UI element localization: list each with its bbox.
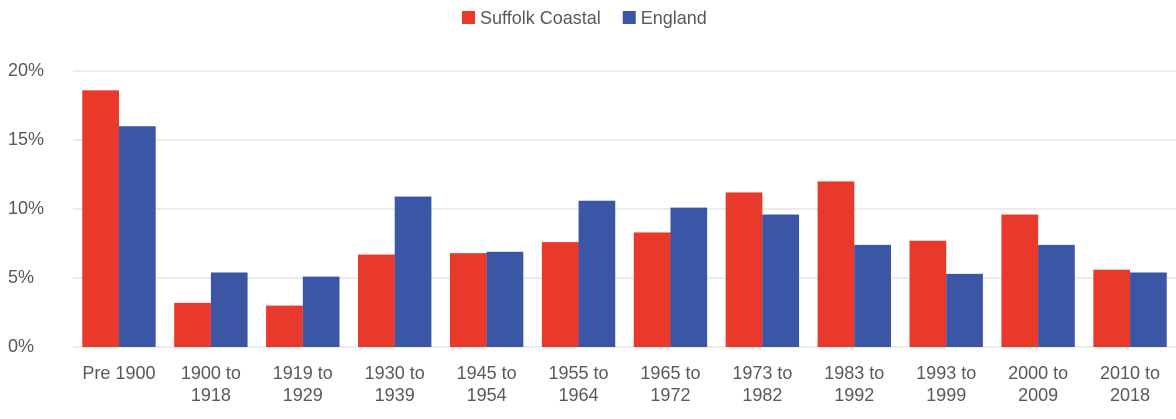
- y-tick-label: 5%: [8, 267, 34, 287]
- bar: [486, 251, 524, 347]
- legend-swatch: [622, 11, 636, 24]
- bar: [762, 214, 800, 347]
- bar: [1001, 214, 1039, 347]
- x-tick-label: 1919 to 1929: [272, 363, 333, 405]
- bar: [1130, 272, 1167, 347]
- bar: [946, 273, 983, 347]
- bar: [670, 207, 708, 347]
- y-tick-label: 0%: [8, 336, 34, 356]
- x-tick-label: 1973 to 1982: [732, 363, 793, 405]
- bar: [449, 253, 487, 347]
- bar: [394, 196, 432, 347]
- x-tick-label: 2000 to 2009: [1008, 363, 1069, 405]
- bar: [358, 254, 395, 347]
- x-tick-label: 2010 to 2018: [1100, 363, 1161, 405]
- legend-label: Suffolk Coastal: [480, 8, 601, 28]
- y-tick-label: 10%: [8, 198, 44, 218]
- x-tick-label: Pre 1900: [82, 363, 156, 383]
- bar: [633, 232, 671, 347]
- legend-label: England: [641, 8, 707, 28]
- bar: [1093, 269, 1131, 347]
- bar: [541, 242, 579, 347]
- bar: [302, 276, 340, 347]
- bar: [909, 240, 947, 347]
- bar: [82, 90, 119, 347]
- x-tick-label: 1955 to 1964: [548, 363, 609, 405]
- x-tick-label: 1900 to 1918: [180, 363, 241, 405]
- bar: [725, 192, 763, 347]
- bar: [1038, 244, 1075, 347]
- bar: [854, 244, 891, 347]
- bar: [174, 302, 211, 347]
- x-tick-label: 1930 to 1939: [364, 363, 425, 405]
- bar: [817, 181, 855, 347]
- bar: [266, 305, 303, 347]
- bar: [578, 200, 616, 347]
- y-tick-label: 20%: [8, 60, 44, 80]
- x-tick-label: 1965 to 1972: [640, 363, 701, 405]
- bar: [210, 272, 248, 347]
- x-tick-label: 1945 to 1954: [456, 363, 517, 405]
- bar: [118, 126, 156, 347]
- y-tick-label: 15%: [8, 129, 44, 149]
- legend-swatch: [462, 11, 475, 24]
- x-tick-label: 1983 to 1992: [824, 363, 885, 405]
- x-tick-label: 1993 to 1999: [916, 363, 977, 405]
